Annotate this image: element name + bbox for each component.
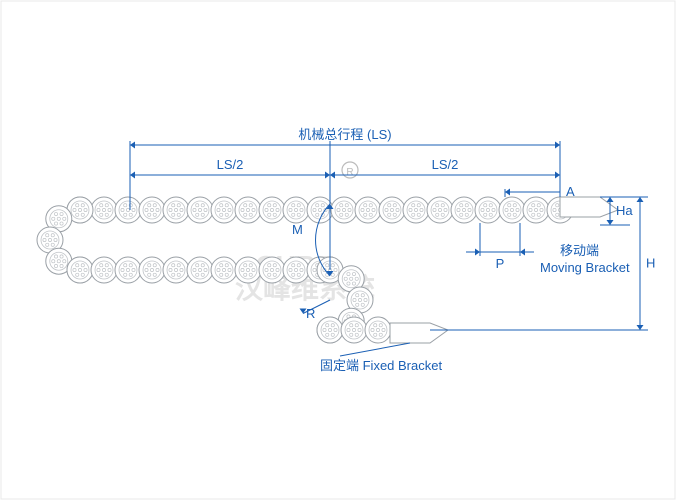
moving-bracket-label-cn: 移动端 (560, 243, 599, 258)
cable-chain-diagram: CHBE汉峰维系统R机械总行程 (LS)LS/2LS/2APHaHMR移动端Mo… (0, 0, 676, 500)
svg-text:Ha: Ha (616, 203, 633, 218)
svg-text:R: R (346, 167, 353, 178)
fixed-bracket (390, 323, 448, 343)
svg-text:机械总行程 (LS): 机械总行程 (LS) (298, 127, 391, 142)
fixed-bracket-label: 固定端 Fixed Bracket (320, 358, 442, 373)
svg-text:H: H (646, 256, 655, 271)
svg-text:P: P (496, 256, 505, 271)
svg-text:M: M (292, 222, 303, 237)
svg-text:A: A (566, 184, 575, 199)
moving-bracket-label-en: Moving Bracket (540, 260, 630, 275)
svg-text:LS/2: LS/2 (217, 157, 244, 172)
svg-text:LS/2: LS/2 (432, 157, 459, 172)
svg-text:R: R (306, 306, 315, 321)
